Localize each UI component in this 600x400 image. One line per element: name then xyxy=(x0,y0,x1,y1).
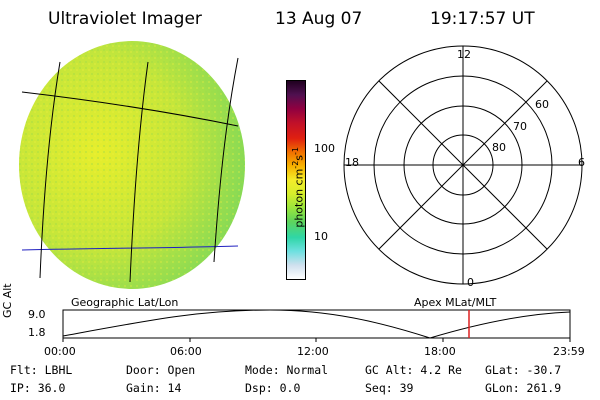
polar-label-18: 18 xyxy=(345,156,359,169)
polar-lat-60: 60 xyxy=(535,98,549,111)
polar-lat-80: 80 xyxy=(492,141,506,154)
instrument-title: Ultraviolet Imager xyxy=(48,9,202,29)
polar-label-12: 12 xyxy=(457,48,471,61)
right-panel-label: Apex MLat/MLT xyxy=(414,296,497,309)
info-glat: GLat: -30.7 xyxy=(485,363,562,377)
info-dsp: Dsp: 0.0 xyxy=(245,381,301,395)
info-glon: GLon: 261.9 xyxy=(485,381,562,395)
time-label: 19:17:57 UT xyxy=(430,9,535,29)
info-ip: IP: 36.0 xyxy=(10,381,66,395)
polar-label-6: 6 xyxy=(578,156,585,169)
time-tick-2359: 23:59 xyxy=(553,345,585,358)
info-gain: Gain: 14 xyxy=(126,381,182,395)
colorbar xyxy=(286,80,306,280)
colorbar-tick-10: 10 xyxy=(314,230,328,243)
altitude-plot xyxy=(62,309,571,342)
polar-plot xyxy=(343,45,583,285)
polar-label-0: 0 xyxy=(467,276,474,289)
altitude-ylabel: GC Alt xyxy=(1,283,14,318)
info-seq: Seq: 39 xyxy=(365,381,414,395)
altitude-ytick-1-8: 1.8 xyxy=(28,326,46,339)
colorbar-unit-label: photon cm-2s-1 xyxy=(291,146,306,228)
info-gc-alt: GC Alt: 4.2 Re xyxy=(365,363,462,377)
time-tick-0600: 06:00 xyxy=(170,345,202,358)
info-filter: Flt: LBHL xyxy=(10,363,73,377)
time-tick-0000: 00:00 xyxy=(44,345,76,358)
time-tick-1200: 12:00 xyxy=(297,345,329,358)
info-door: Door: Open xyxy=(126,363,196,377)
date-label: 13 Aug 07 xyxy=(275,9,363,29)
geographic-grid xyxy=(21,57,239,283)
time-tick-1800: 18:00 xyxy=(424,345,456,358)
colorbar-tick-100: 100 xyxy=(314,142,335,155)
polar-lat-70: 70 xyxy=(513,120,527,133)
info-mode: Mode: Normal xyxy=(245,363,329,377)
left-panel-label: Geographic Lat/Lon xyxy=(71,296,179,309)
uv-disk-image xyxy=(19,41,245,289)
altitude-ytick-9: 9.0 xyxy=(28,308,46,321)
